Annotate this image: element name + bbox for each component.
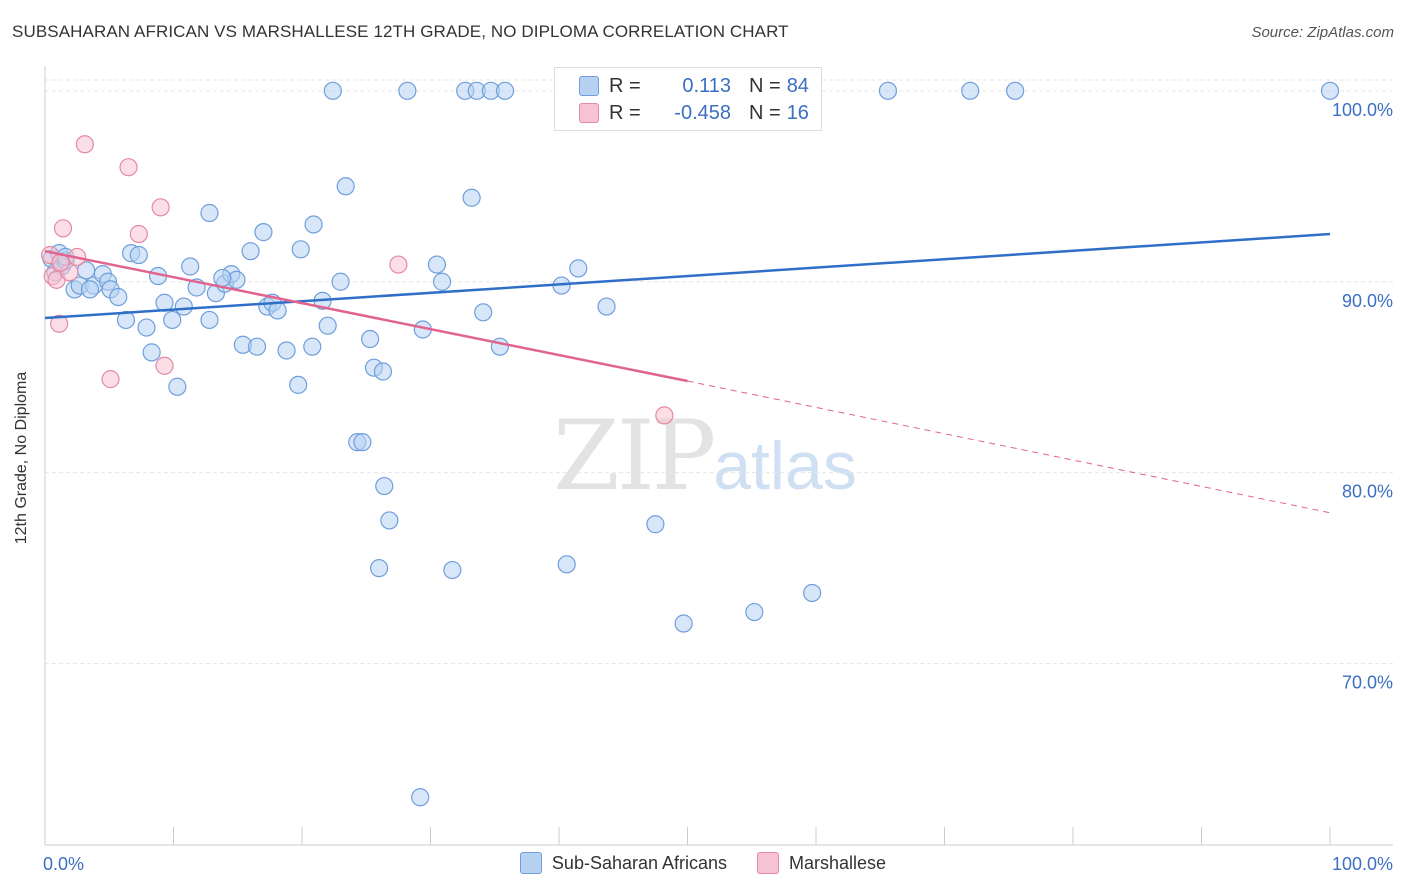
watermark: ZIPatlas: [553, 400, 857, 512]
chart-title: SUBSAHARAN AFRICAN VS MARSHALLESE 12TH G…: [12, 22, 789, 41]
point-subsaharan: [80, 280, 100, 299]
point-subsaharan: [303, 337, 322, 356]
point-subsaharan: [443, 560, 462, 580]
point-subsaharan: [961, 81, 980, 100]
y-tick-label: 80.0%: [1342, 482, 1393, 502]
point-subsaharan: [380, 511, 399, 530]
point-subsaharan: [557, 555, 576, 574]
legend-n-label: N =: [749, 101, 781, 124]
point-subsaharan: [137, 318, 156, 337]
point-subsaharan: [142, 343, 161, 362]
point-subsaharan: [336, 177, 355, 196]
point-subsaharan: [411, 788, 430, 807]
legend-r-label: R =: [609, 101, 641, 124]
point-subsaharan: [318, 316, 337, 335]
point-subsaharan: [323, 81, 342, 100]
point-subsaharan: [291, 240, 310, 259]
y-tick-label: 70.0%: [1342, 673, 1393, 693]
point-subsaharan: [241, 242, 260, 261]
legend-item-subsaharan: Sub-Saharan Africans: [519, 852, 728, 874]
point-subsaharan: [375, 476, 394, 496]
point-subsaharan: [803, 583, 822, 603]
point-subsaharan: [597, 297, 616, 316]
point-subsaharan: [1320, 81, 1340, 100]
x-tick-label: 100.0%: [1332, 854, 1393, 874]
point-subsaharan: [168, 377, 187, 396]
watermark-atlas: atlas: [713, 428, 857, 504]
point-subsaharan: [353, 433, 372, 452]
point-subsaharan: [247, 337, 267, 356]
legend-n-label: N =: [749, 74, 781, 97]
point-marshallese: [389, 255, 408, 274]
point-marshallese: [75, 135, 94, 154]
x-tick-label: 0.0%: [43, 854, 84, 874]
point-subsaharan: [129, 245, 148, 265]
point-subsaharan: [116, 310, 136, 330]
point-marshallese: [129, 224, 148, 244]
point-subsaharan: [370, 559, 389, 578]
point-marshallese: [119, 158, 138, 177]
point-marshallese: [50, 314, 69, 333]
point-marshallese: [53, 219, 73, 238]
legend-r-label: R =: [609, 74, 641, 97]
point-subsaharan: [277, 341, 296, 360]
legend-r-value: -0.458: [674, 101, 731, 124]
y-tick-label: 90.0%: [1342, 291, 1393, 311]
point-subsaharan: [462, 188, 481, 207]
point-marshallese: [101, 370, 120, 389]
legend-label-subsaharan: Sub-Saharan Africans: [551, 852, 728, 873]
legend-row-subsaharan: R = 0.113 N = 84: [579, 74, 809, 98]
point-subsaharan: [474, 303, 493, 322]
point-subsaharan: [674, 614, 693, 633]
point-marshallese: [151, 198, 170, 217]
point-subsaharan: [1006, 81, 1025, 100]
point-subsaharan: [361, 329, 380, 349]
point-subsaharan: [200, 203, 219, 223]
point-subsaharan: [569, 259, 588, 278]
point-subsaharan: [495, 81, 515, 100]
legend-n-value: 84: [786, 74, 809, 97]
point-subsaharan: [254, 223, 273, 242]
legend-swatch-pink: [579, 103, 599, 123]
point-subsaharan: [646, 515, 665, 534]
point-subsaharan: [878, 81, 898, 100]
series-legend: Sub-Saharan Africans Marshallese: [0, 852, 1406, 874]
point-subsaharan: [432, 272, 452, 291]
point-subsaharan: [174, 297, 193, 316]
point-subsaharan: [289, 375, 308, 394]
point-subsaharan: [181, 257, 200, 276]
point-marshallese: [155, 356, 174, 375]
point-subsaharan: [304, 215, 323, 234]
watermark-zip: ZIP: [553, 400, 716, 512]
point-subsaharan: [200, 310, 219, 330]
legend-item-marshallese: Marshallese: [757, 852, 886, 874]
source-label: Source: ZipAtlas.com: [1251, 24, 1394, 41]
point-subsaharan: [331, 272, 350, 291]
point-marshallese: [655, 406, 674, 425]
point-subsaharan: [163, 310, 182, 330]
legend-n-value: 16: [786, 101, 809, 124]
point-subsaharan: [373, 362, 393, 381]
point-subsaharan: [213, 268, 232, 288]
trendline-marshallese: [44, 249, 688, 383]
trendline-subsaharan: [44, 232, 1331, 320]
y-tick-label: 100.0%: [1332, 100, 1393, 120]
point-subsaharan: [427, 255, 447, 274]
legend-r-value: 0.113: [682, 74, 731, 97]
point-subsaharan: [109, 287, 128, 307]
trendline-marshallese-extension: [687, 380, 1331, 514]
point-subsaharan: [745, 602, 764, 622]
legend-row-marshallese: R = -0.458 N = 16: [579, 101, 809, 125]
legend-swatch-pink: [757, 852, 780, 874]
legend-swatch-blue: [519, 852, 542, 874]
point-subsaharan: [398, 81, 417, 100]
legend-label-marshallese: Marshallese: [789, 852, 887, 873]
stats-legend: R = 0.113 N = 84 R = -0.458 N = 16: [554, 67, 822, 131]
legend-swatch-blue: [579, 76, 599, 96]
